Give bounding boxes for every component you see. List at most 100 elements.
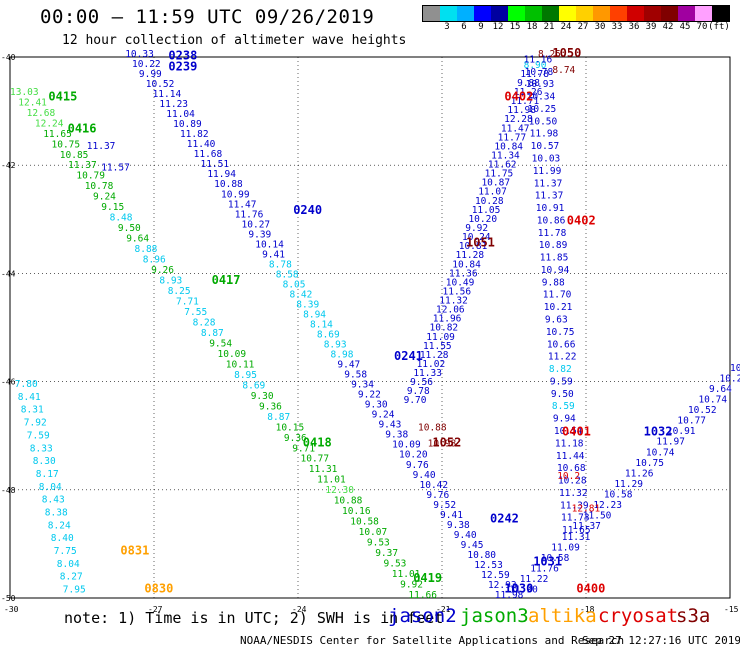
- lat-label: -40: [1, 53, 16, 62]
- swh-value: 10.78: [85, 181, 114, 192]
- swh-value: 9.78: [407, 386, 430, 397]
- swh-value: 8.95: [234, 370, 257, 381]
- swh-value: 9.94: [553, 414, 576, 425]
- legend-jason2: jason2: [388, 605, 457, 627]
- swh-value: 10.25: [528, 104, 557, 115]
- legend-swatch: [610, 6, 627, 21]
- swh-value: 10.2: [719, 373, 740, 384]
- swh-value: 10.28: [475, 196, 504, 207]
- legend-swatch: [627, 6, 644, 21]
- swh-value: 12.24: [35, 118, 64, 129]
- lat-label: -44: [1, 269, 16, 278]
- legend-tick-label: 21: [543, 22, 555, 32]
- color-scale-labels: 3 6 9 12 15 18 21 24 27 30 33 36 39 42 45 70 (ft): [422, 22, 732, 36]
- lon-label: -24: [292, 605, 307, 614]
- legend-swatch: [712, 6, 729, 21]
- swh-value: 8.33: [30, 443, 53, 454]
- swh-value: 10.87: [481, 178, 510, 189]
- swh-value: 11.18: [555, 438, 584, 449]
- swh-value: 11.36: [449, 268, 478, 279]
- swh-value: 10.74: [698, 394, 727, 405]
- swh-value: 8.04: [57, 559, 80, 570]
- pass-label: 0241: [394, 349, 423, 363]
- swh-value: 11.26: [625, 468, 654, 479]
- swh-value: 10.91: [536, 203, 565, 214]
- swh-value: 11.33: [413, 368, 442, 379]
- swh-value: 10.75: [52, 139, 81, 150]
- swh-value: 11.96: [433, 314, 462, 325]
- swh-value: 11.66: [408, 590, 437, 601]
- swh-value: 9.59: [550, 376, 573, 387]
- swh-value: 11.32: [439, 296, 468, 307]
- legend-s3a: s3a: [676, 605, 711, 627]
- legend-swatch: [559, 6, 576, 21]
- legend-swatch: [491, 6, 508, 21]
- legend-swatch: [457, 6, 474, 21]
- legend-swatch: [440, 6, 457, 21]
- credit-text: NOAA/NESDIS Center for Satellite Applica…: [240, 634, 625, 647]
- swh-value: 11.62: [488, 160, 517, 171]
- swh-value: 9.92: [465, 223, 488, 234]
- swh-value: 10.24: [462, 232, 491, 243]
- pass-label: 1050: [552, 46, 581, 60]
- swh-value: 11.31: [309, 464, 338, 475]
- swh-value: 10.20: [399, 450, 428, 461]
- swh-value: 11.01: [392, 569, 421, 580]
- swh-value: 10.11: [226, 359, 255, 370]
- swh-value: 10.89: [173, 119, 202, 130]
- map-title: 00:00 – 11:59 UTC 09/26/2019: [40, 6, 375, 28]
- swh-value: 11.50: [583, 511, 612, 522]
- swh-value: 7.80: [15, 379, 38, 390]
- swh-value: 9.52: [433, 500, 456, 511]
- swh-value: 9.88: [542, 277, 565, 288]
- swh-value: 8.41: [18, 392, 41, 403]
- legend-tick-label: 24: [560, 22, 572, 32]
- swh-value: 10.09: [218, 349, 247, 360]
- swh-value: 10.85: [60, 150, 89, 161]
- swh-value: 8.30: [33, 456, 56, 467]
- swh-value: 10.54: [554, 426, 583, 437]
- swh-value: 8.74: [552, 65, 575, 76]
- swh-value: 11.44: [556, 451, 585, 462]
- swh-value: 9.70: [404, 395, 427, 406]
- pass-label: 0402: [504, 89, 533, 103]
- swh-value: 11.90: [509, 585, 538, 596]
- swh-value: 9.58: [344, 370, 367, 381]
- swh-value: 10.07: [359, 527, 388, 538]
- lat-label: -50: [1, 594, 16, 603]
- swh-value: 10.68: [557, 463, 586, 474]
- swh-value: 11.99: [533, 166, 562, 177]
- swh-value: 11.26: [514, 87, 543, 98]
- swh-value: 9.40: [454, 530, 477, 541]
- swh-value: 9.24: [372, 410, 395, 421]
- swh-value: 11.73: [561, 513, 590, 524]
- swh-value: 10.58: [541, 553, 570, 564]
- swh-value: 11.78: [520, 69, 549, 80]
- swh-value: 11.85: [540, 253, 569, 264]
- lat-label: -48: [1, 486, 16, 495]
- swh-value: 10.75: [546, 327, 575, 338]
- swh-value: 11.56: [443, 286, 472, 297]
- swh-value: 8.58: [276, 269, 299, 280]
- swh-value: 9.56: [410, 377, 433, 388]
- swh-value: 11.02: [417, 359, 446, 370]
- swh-value: 9.24: [93, 192, 116, 203]
- swh-value: 11.98: [530, 129, 559, 140]
- swh-value: 10.8: [730, 363, 740, 374]
- swh-value: 9.30: [365, 400, 388, 411]
- legend-tick-label: 39: [645, 22, 657, 32]
- swh-value: 8.39: [296, 299, 319, 310]
- swh-value: 11.09: [426, 332, 455, 343]
- lon-label: -30: [4, 605, 19, 614]
- swh-value: 11.78: [538, 228, 567, 239]
- legend-swatch: [678, 6, 695, 21]
- legend-swatch: [593, 6, 610, 21]
- legend-tick-label: 6: [461, 22, 467, 32]
- legend-tick-label: 18: [526, 22, 538, 32]
- legend-tick-label: 9: [478, 22, 484, 32]
- swh-value: 9.30: [251, 391, 274, 402]
- swh-value: 11.22: [520, 574, 549, 585]
- swh-value: 8.82: [549, 364, 572, 375]
- pass-label: 0240: [293, 203, 322, 217]
